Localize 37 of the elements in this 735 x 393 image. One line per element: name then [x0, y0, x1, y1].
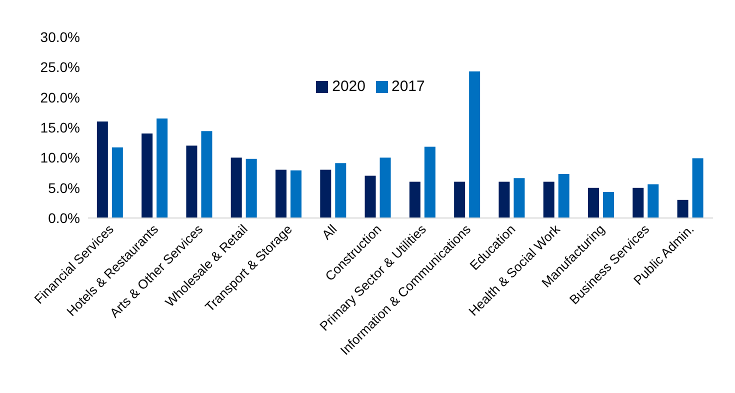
- bar: [142, 134, 153, 218]
- bar: [320, 170, 332, 218]
- bar: [186, 146, 198, 218]
- y-tick-label: 30.0%: [40, 28, 80, 45]
- bar: [454, 182, 466, 218]
- bar: [335, 163, 346, 218]
- legend-label: 2020: [332, 78, 366, 95]
- bar: [558, 174, 570, 218]
- bar: [603, 192, 614, 218]
- bar: [276, 170, 286, 218]
- y-tick-label: 25.0%: [40, 59, 80, 76]
- bar: [469, 71, 480, 218]
- y-tick-label: 0.0%: [48, 210, 80, 226]
- bar: [201, 131, 212, 218]
- bar: [230, 158, 242, 218]
- bar: [112, 147, 123, 218]
- legend-label: 2017: [392, 78, 425, 95]
- bar: [156, 118, 168, 218]
- bar: [677, 200, 688, 218]
- bar: [246, 158, 257, 218]
- bar: [692, 158, 704, 218]
- bar: [290, 170, 302, 218]
- bar: [409, 182, 420, 218]
- bar: [498, 182, 510, 218]
- y-tick-label: 5.0%: [48, 180, 80, 196]
- bar: [96, 121, 108, 218]
- bar: [632, 188, 644, 218]
- bar: [648, 184, 659, 218]
- bar: [543, 182, 554, 218]
- y-tick-label: 10.0%: [40, 150, 80, 166]
- bar: [364, 176, 376, 218]
- bar: [588, 188, 599, 218]
- bar: [424, 146, 436, 218]
- bar: [380, 158, 391, 218]
- bar: [514, 178, 525, 218]
- y-tick-label: 15.0%: [40, 119, 80, 136]
- y-tick-label: 20.0%: [40, 89, 80, 106]
